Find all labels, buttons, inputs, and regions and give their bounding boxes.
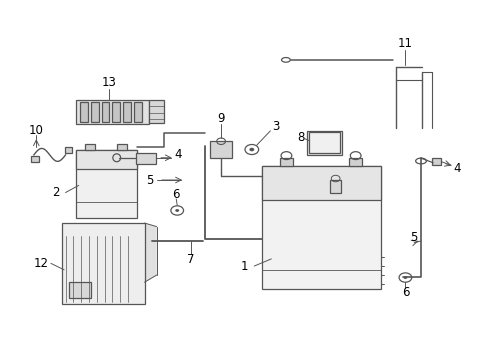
Bar [261, 166, 380, 289]
Text: 5: 5 [409, 231, 417, 244]
Bar [261, 166, 380, 200]
Text: 9: 9 [217, 112, 224, 125]
Bar [80, 102, 88, 122]
Circle shape [249, 148, 254, 151]
Bar [85, 144, 95, 149]
Text: 7: 7 [187, 253, 194, 266]
Bar [102, 102, 109, 122]
Text: 8: 8 [296, 131, 304, 144]
Bar [431, 158, 441, 165]
Text: 3: 3 [272, 120, 279, 133]
Text: 12: 12 [34, 257, 49, 270]
Bar [91, 102, 99, 122]
Bar [76, 149, 137, 218]
Bar [69, 282, 91, 298]
Bar [76, 149, 137, 168]
Bar [76, 100, 149, 125]
Bar [136, 153, 156, 164]
Bar [117, 144, 127, 149]
Text: 1: 1 [240, 260, 248, 273]
Bar [149, 100, 163, 123]
Bar [64, 147, 72, 153]
Bar [123, 102, 131, 122]
Bar [112, 102, 120, 122]
Text: 6: 6 [172, 188, 180, 201]
Text: 5: 5 [145, 174, 153, 186]
Text: 6: 6 [401, 286, 408, 299]
Circle shape [175, 209, 179, 212]
Bar [210, 140, 231, 158]
Bar [309, 132, 339, 153]
Bar [306, 131, 341, 155]
Bar [329, 180, 341, 193]
Circle shape [403, 276, 407, 279]
Bar [31, 156, 39, 162]
Bar [280, 158, 292, 166]
Bar [134, 102, 142, 122]
Text: 4: 4 [174, 148, 181, 161]
Text: 4: 4 [453, 162, 460, 175]
Text: 10: 10 [29, 124, 43, 137]
Text: 13: 13 [102, 76, 116, 89]
Bar [61, 223, 144, 304]
Text: 11: 11 [397, 37, 412, 50]
Polygon shape [144, 223, 157, 282]
Text: 2: 2 [52, 186, 60, 199]
Bar [348, 158, 361, 166]
